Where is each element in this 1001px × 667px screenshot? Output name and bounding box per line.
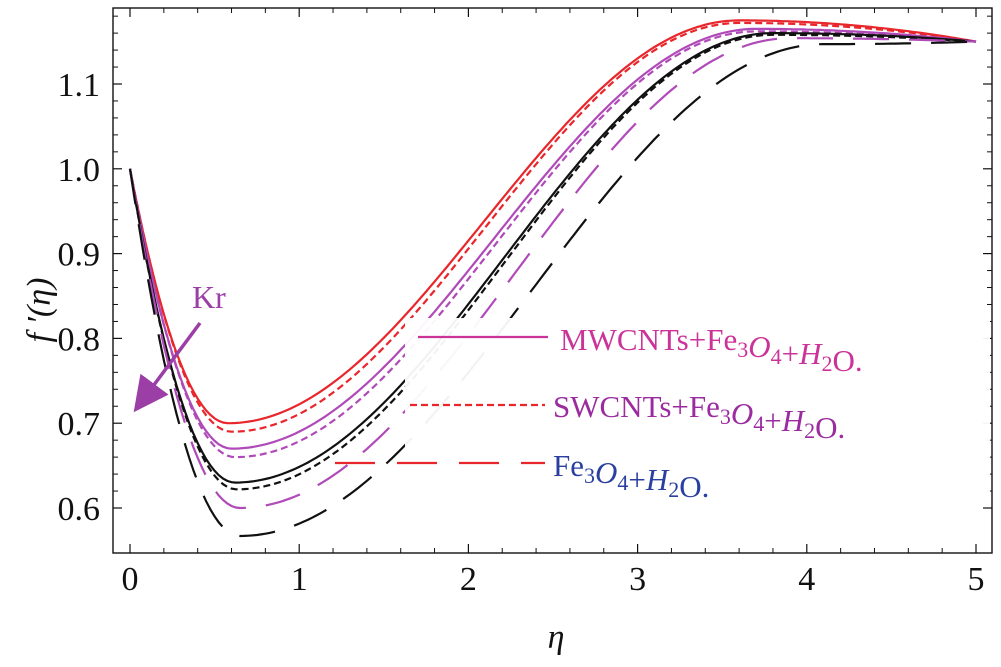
series-line xyxy=(128,30,977,459)
legend-label-swcnts: SWCNTs+Fe3O4+H2O. xyxy=(553,389,845,445)
plot-border xyxy=(112,7,993,554)
legend: MWCNTs+Fe3O4+H2O. SWCNTs+Fe3O4+H2O. Fe3O… xyxy=(335,318,990,504)
series-line xyxy=(128,40,977,538)
series-line xyxy=(128,19,977,425)
legend-label-mwcnts: MWCNTs+Fe3O4+H2O. xyxy=(560,322,863,378)
y-axis-title: f ′(η) xyxy=(21,278,58,343)
y-tick-label: 0.8 xyxy=(58,321,101,358)
legend-entry-swcnts: SWCNTs+Fe3O4+H2O. xyxy=(410,389,845,445)
kr-label: Kr xyxy=(192,279,226,315)
legend-background xyxy=(405,318,990,498)
series-layer xyxy=(128,19,977,538)
plot-frame xyxy=(112,7,993,554)
x-tick-label: 0 xyxy=(122,561,139,598)
series-line xyxy=(128,32,977,484)
x-tick-label: 1 xyxy=(291,561,308,598)
ticks-layer: 0 1 2 3 4 5 0.6 0.7 0.8 0.9 1.0 1.1 xyxy=(58,8,992,598)
series-line xyxy=(128,27,977,450)
x-axis-title: η xyxy=(548,619,565,656)
legend-label-fe3o4: Fe3O4+H2O. xyxy=(553,448,709,504)
y-tick-label: 1.1 xyxy=(58,67,101,104)
x-tick-label: 3 xyxy=(629,561,646,598)
y-tick-label: 0.9 xyxy=(58,237,101,274)
y-tick-label: 1.0 xyxy=(58,152,101,189)
series-line xyxy=(128,21,977,433)
kr-arrow xyxy=(133,321,202,413)
series-line xyxy=(128,37,977,510)
x-tick-label: 2 xyxy=(460,561,477,598)
kr-annotation: Kr xyxy=(133,279,226,413)
x-tick-label: 5 xyxy=(968,561,985,598)
legend-entry-fe3o4: Fe3O4+H2O. xyxy=(335,448,709,504)
y-tick-label: 0.6 xyxy=(58,491,101,528)
x-tick-label: 4 xyxy=(798,561,815,598)
legend-entry-mwcnts: MWCNTs+Fe3O4+H2O. xyxy=(418,322,863,378)
y-tick-label: 0.7 xyxy=(58,406,101,443)
series-line xyxy=(128,33,977,491)
